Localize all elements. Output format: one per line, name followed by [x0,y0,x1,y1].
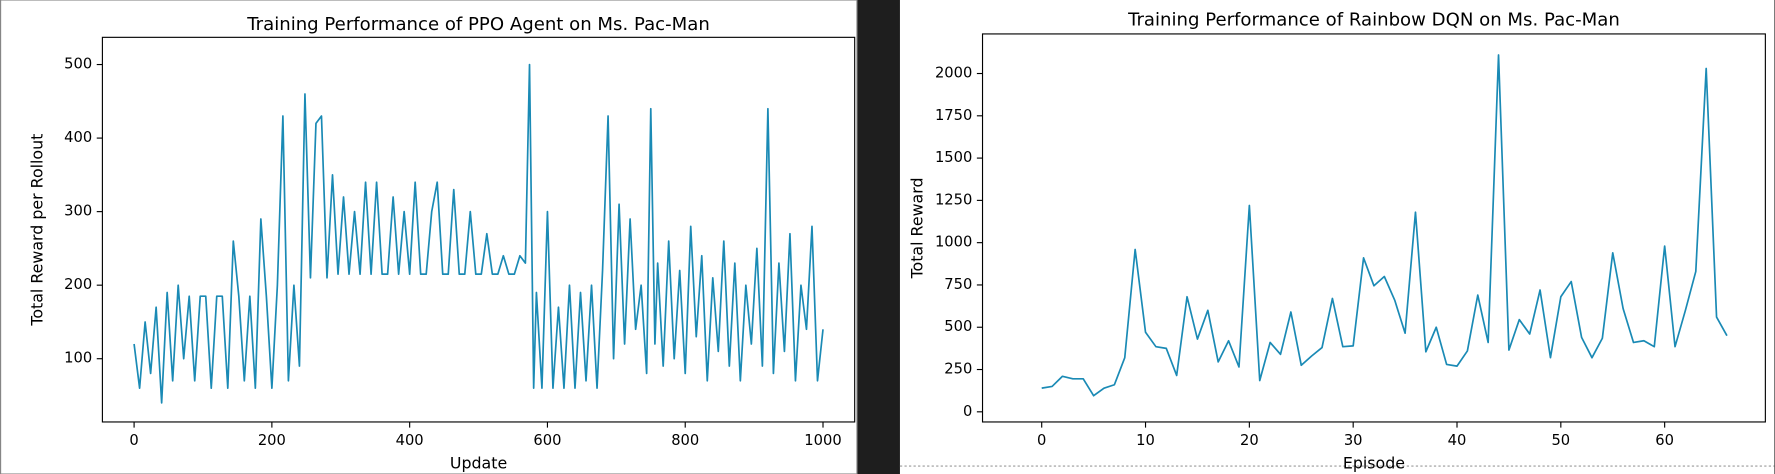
y-tick-label: 400 [64,129,92,146]
x-tick-label: 800 [671,432,699,449]
y-tick-label: 2000 [935,65,972,82]
x-tick-label: 20 [1240,432,1259,449]
y-tick-label: 500 [64,56,92,73]
x-tick-label: 600 [533,432,561,449]
y-tick-label: 500 [944,318,972,335]
x-tick-label: 60 [1655,432,1674,449]
y-tick-label: 100 [64,350,92,367]
x-tick-label: 40 [1448,432,1467,449]
y-tick-label: 300 [64,203,92,220]
x-tick-label: 1000 [804,432,841,449]
plot-frame [981,33,1766,423]
chart-title: Training Performance of Rainbow DQN on M… [1127,9,1620,30]
x-tick-label: 0 [1037,432,1046,449]
data-line [133,63,824,404]
x-tick-label: 400 [396,432,424,449]
x-tick-label: 10 [1136,432,1155,449]
chart-title: Training Performance of PPO Agent on Ms.… [246,14,710,35]
y-tick-label: 250 [944,361,972,378]
x-axis-label: Episode [1343,453,1405,472]
x-tick-label: 200 [258,432,286,449]
y-tick-label: 1750 [935,107,972,124]
plot-frame [101,36,856,423]
x-tick-label: 50 [1551,432,1570,449]
data-line [1041,54,1728,397]
y-tick-label: 0 [963,403,972,420]
y-axis-label: Total Reward [908,177,927,279]
y-tick-label: 1000 [935,234,972,251]
y-tick-label: 1250 [935,191,972,208]
x-axis-label: Update [450,453,507,472]
y-tick-label: 1500 [935,149,972,166]
y-axis-label: Total Reward per Rollout [27,134,46,327]
y-tick-label: 200 [64,276,92,293]
y-tick-label: 750 [944,276,972,293]
x-tick-label: 0 [129,432,138,449]
x-tick-label: 30 [1344,432,1363,449]
right-panel [899,0,1775,474]
